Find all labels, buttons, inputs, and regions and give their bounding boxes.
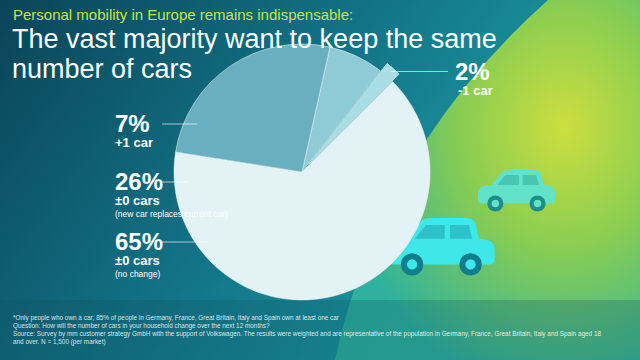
car-window bbox=[415, 225, 473, 239]
car-hub bbox=[407, 259, 417, 269]
car-hub bbox=[465, 259, 475, 269]
car-wheel bbox=[401, 253, 423, 275]
car-hub bbox=[534, 200, 541, 207]
stage: 7%+1 car26%±0 cars(new car replaces curr… bbox=[0, 0, 640, 360]
car-wheel bbox=[459, 253, 481, 275]
data-label: 65% bbox=[115, 228, 163, 255]
category-note: (new car replaces current car) bbox=[115, 209, 228, 219]
category-label: ±0 cars bbox=[115, 253, 160, 268]
data-label: 7% bbox=[115, 110, 150, 137]
data-labels: 7%+1 car26%±0 cars(new car replaces curr… bbox=[115, 58, 493, 279]
car-hub bbox=[492, 200, 499, 207]
subtitle: Personal mobility in Europe remains indi… bbox=[13, 6, 353, 23]
category-label: +1 car bbox=[115, 135, 153, 150]
data-label: 2% bbox=[455, 58, 490, 85]
car-wheel bbox=[487, 195, 503, 211]
leader-line bbox=[391, 71, 448, 72]
footer-shade bbox=[0, 300, 640, 360]
footnote: Source: Survey by mm customer strategy G… bbox=[13, 330, 613, 346]
footnotes: *Only people who own a car; 85% of peopl… bbox=[13, 314, 613, 346]
background bbox=[0, 0, 640, 360]
footnote: *Only people who own a car; 85% of peopl… bbox=[13, 314, 613, 322]
leader-line bbox=[162, 242, 209, 243]
leader-line bbox=[162, 124, 197, 125]
pie bbox=[174, 44, 430, 300]
leader-line bbox=[162, 182, 188, 183]
category-label: -1 car bbox=[458, 83, 493, 98]
data-label: 26% bbox=[115, 168, 163, 195]
car-window bbox=[497, 175, 539, 185]
footnote: Question: How will the number of cars in… bbox=[13, 322, 613, 330]
pie-slice bbox=[176, 44, 330, 172]
car-wheel bbox=[529, 195, 545, 211]
title: The vast majority want to keep the same … bbox=[12, 24, 572, 84]
category-note: (no change) bbox=[115, 269, 161, 279]
category-label: ±0 cars bbox=[115, 193, 160, 208]
car-icon bbox=[478, 170, 555, 212]
